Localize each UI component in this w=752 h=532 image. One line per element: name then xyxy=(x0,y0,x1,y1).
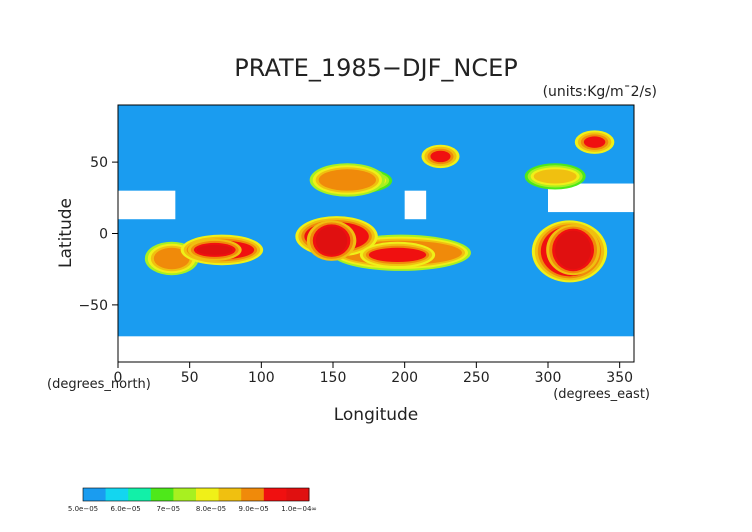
colorbar-swatch-4 xyxy=(173,488,197,501)
x-tick-label-3: 150 xyxy=(320,370,347,386)
y-axis-label: Latitude xyxy=(56,198,76,268)
x-axis-label: Longitude xyxy=(334,405,419,425)
colorbar-swatch-8 xyxy=(263,488,287,501)
colorbar-swatch-6 xyxy=(218,488,242,501)
precip-region-5 xyxy=(196,244,233,255)
colorbar-label-5: 1.0e−04 xyxy=(281,505,312,513)
colorbar-swatch-2 xyxy=(128,488,152,501)
colorbar-swatch-0 xyxy=(83,488,107,501)
colorbar-label-4: 9.0e−05 xyxy=(239,505,269,513)
missing-region-0 xyxy=(118,190,176,220)
colorbar: 5.0e−05 6.0e−05 7e−05 8.0e−05 9.0e−05 1.0e−04… xyxy=(68,487,317,513)
precip-region-8 xyxy=(318,169,377,191)
colorbar-frame xyxy=(82,487,310,502)
plot-area xyxy=(117,104,635,363)
precip-region-10 xyxy=(430,150,451,163)
y-unit-label: (degrees_north) xyxy=(47,377,151,392)
colorbar-swatch-3 xyxy=(150,488,174,501)
missing-region-1 xyxy=(404,190,427,220)
colorbar-label-2: 7e−05 xyxy=(157,505,181,513)
precip-region-2 xyxy=(555,230,591,270)
colorbar-swatch-7 xyxy=(241,488,265,501)
precip-region-13 xyxy=(153,247,190,270)
colorbar-label-6: ∞ xyxy=(311,505,317,513)
colorbar-label-1: 6.0e−05 xyxy=(111,505,141,513)
colorbar-swatch-9 xyxy=(286,488,310,501)
y-tick-label-1: 0 xyxy=(99,227,108,243)
colorbar-label-0: 5.0e−05 xyxy=(68,505,98,513)
precip-region-12 xyxy=(533,169,577,184)
y-tick-label-2: −50 xyxy=(78,298,108,314)
colorbar-label-3: 8.0e−05 xyxy=(196,505,226,513)
x-tick-label-5: 250 xyxy=(463,370,490,386)
colorbar-swatch-5 xyxy=(196,488,220,501)
x-tick-label-6: 300 xyxy=(535,370,562,386)
colorbar-swatch-1 xyxy=(105,488,129,501)
units-label: (units:Kg/m¯2/s) xyxy=(543,84,657,100)
x-ticks: 0 50 100 150 200 250 300 350 xyxy=(114,362,633,386)
precip-region-11 xyxy=(583,136,606,148)
x-tick-label-2: 100 xyxy=(248,370,275,386)
x-tick-label-4: 200 xyxy=(391,370,418,386)
y-ticks: 50 0 −50 xyxy=(78,155,118,314)
precip-region-6 xyxy=(368,247,427,263)
precip-region-0 xyxy=(315,226,348,255)
x-unit-label: (degrees_east) xyxy=(553,387,650,402)
chart-title: PRATE_1985−DJF_NCEP xyxy=(234,54,517,82)
x-tick-label-7: 350 xyxy=(606,370,633,386)
missing-region-3 xyxy=(118,336,634,362)
x-tick-label-1: 50 xyxy=(181,370,199,386)
y-tick-label-0: 50 xyxy=(90,155,108,171)
x-tick-label-0: 0 xyxy=(114,370,123,386)
